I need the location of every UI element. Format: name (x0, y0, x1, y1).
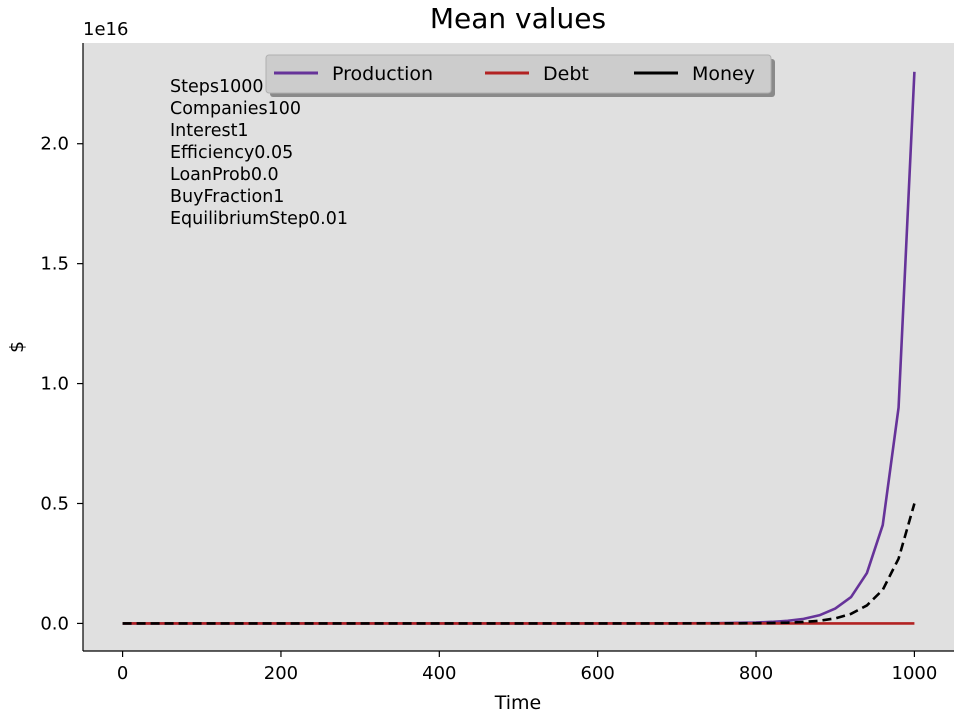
legend-label-money: Money (692, 63, 755, 85)
y-tick-label: 1.5 (40, 254, 69, 275)
annotation-line: Companies100 (170, 99, 301, 119)
x-tick-label: 0 (117, 663, 128, 684)
annotation-line: LoanProb0.0 (170, 165, 279, 185)
annotation-line: Steps1000 (170, 77, 264, 97)
y-tick-label: 0.5 (40, 493, 69, 514)
x-tick-label: 200 (264, 663, 298, 684)
legend-entries: Production Debt Money (274, 63, 755, 85)
annotation-line: Efficiency0.05 (170, 143, 293, 163)
x-tick-label: 400 (422, 663, 456, 684)
y-offset-text: 1e16 (83, 19, 128, 40)
y-ticks: 0.0 0.5 1.0 1.5 2.0 (40, 134, 83, 634)
chart-title: Mean values (430, 2, 606, 35)
series-money-line (122, 503, 916, 625)
annotation-line: EquilibriumStep0.01 (170, 209, 348, 229)
y-tick-label: 1.0 (40, 374, 69, 395)
y-tick-label: 0.0 (40, 613, 69, 634)
annotation-line: Interest1 (170, 121, 249, 141)
x-tick-label: 800 (739, 663, 773, 684)
legend-label-production: Production (332, 63, 433, 85)
y-axis-title: $ (6, 341, 28, 353)
legend-label-debt: Debt (543, 63, 589, 85)
y-tick-label: 2.0 (40, 134, 69, 155)
legend: Production Debt Money (265, 54, 775, 97)
x-tick-label: 600 (581, 663, 615, 684)
series-layer (122, 71, 916, 625)
plot-area (83, 43, 954, 651)
annotation-line: BuyFraction1 (170, 187, 284, 207)
x-tick-label: 1000 (892, 663, 938, 684)
x-ticks: 0 200 400 600 800 1000 (117, 651, 937, 684)
x-axis-title: Time (494, 692, 542, 714)
parameter-annotations: Steps1000Companies100Interest1Efficiency… (170, 77, 348, 229)
